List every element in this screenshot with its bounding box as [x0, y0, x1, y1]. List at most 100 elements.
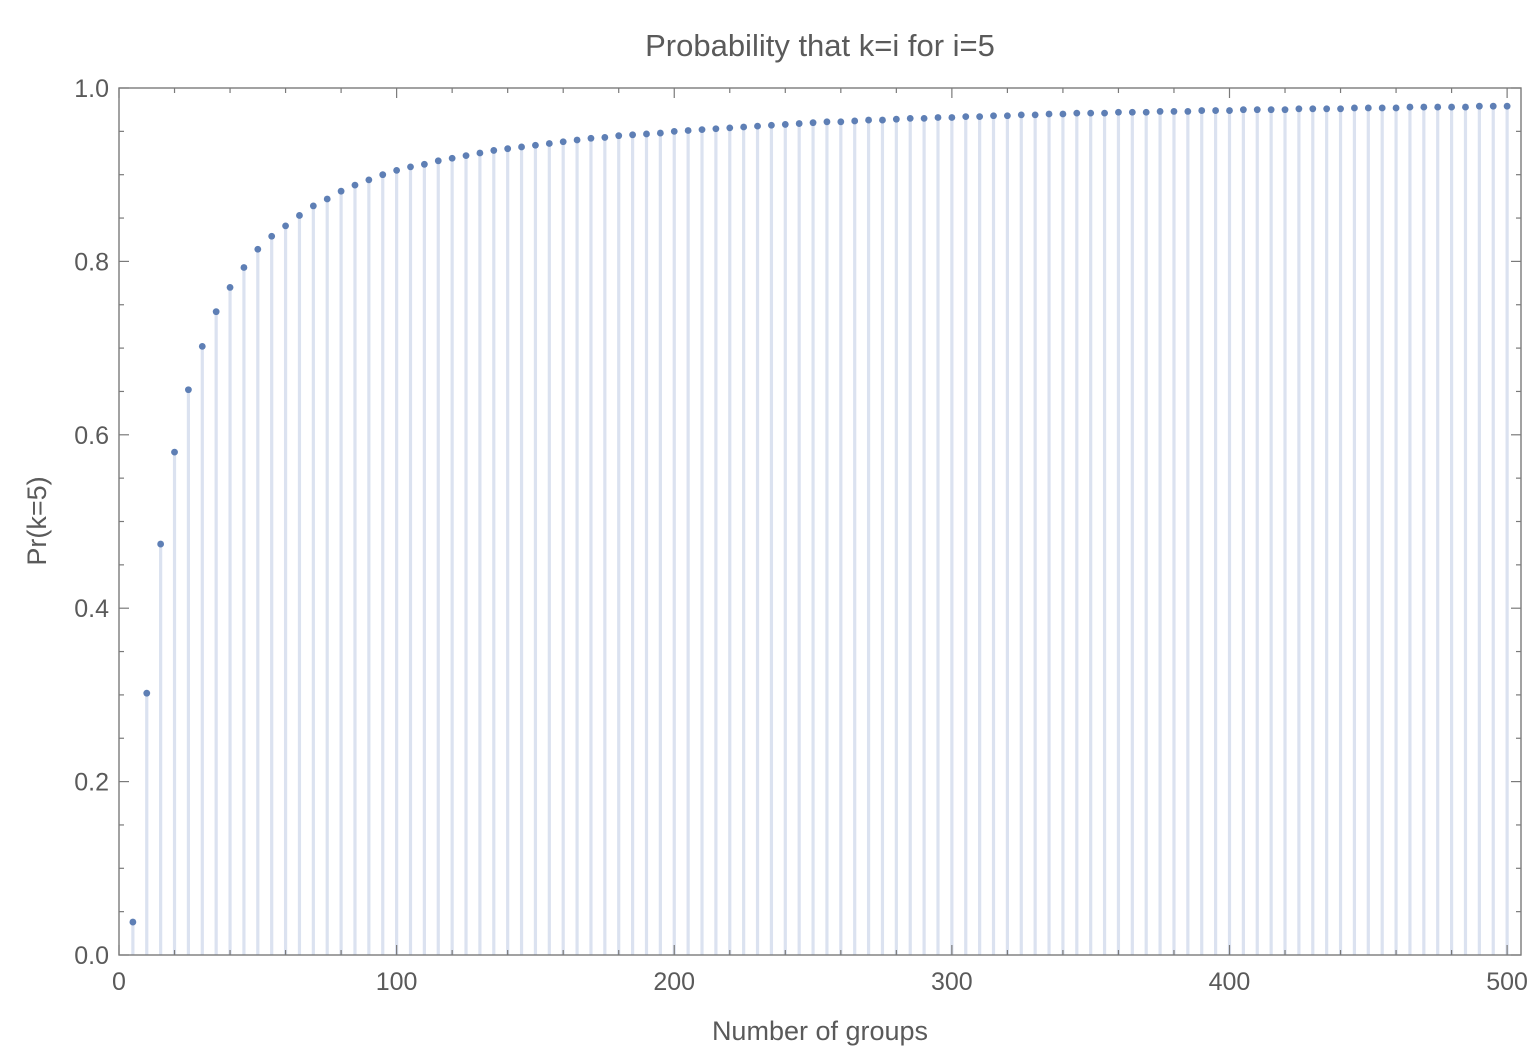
data-point	[268, 232, 276, 240]
data-point	[393, 166, 401, 174]
data-point	[434, 157, 442, 165]
data-point	[754, 122, 761, 130]
data-point	[1323, 105, 1331, 113]
y-tick-label: 0.0	[74, 942, 109, 970]
y-tick-label: 0.4	[74, 595, 109, 623]
data-point	[1073, 109, 1081, 117]
data-point	[1309, 105, 1317, 113]
data-point	[559, 138, 567, 146]
data-point	[1226, 107, 1233, 114]
x-tick-label: 300	[931, 968, 973, 996]
data-point	[1420, 103, 1428, 111]
data-point	[296, 212, 303, 219]
plot-frame	[118, 87, 1522, 956]
data-point	[615, 132, 623, 140]
data-point	[143, 689, 151, 697]
data-point	[365, 176, 373, 184]
data-point	[185, 386, 192, 394]
data-point	[157, 540, 165, 548]
data-point	[1017, 111, 1025, 119]
data-point	[1462, 103, 1469, 111]
data-point	[351, 181, 359, 189]
data-point	[282, 222, 289, 230]
data-point	[726, 124, 734, 132]
y-tick-label: 0.8	[74, 248, 109, 276]
x-tick-label: 200	[653, 968, 695, 996]
data-point	[712, 125, 720, 133]
data-point	[1142, 108, 1150, 116]
data-point	[1364, 104, 1372, 112]
data-point	[795, 120, 803, 127]
data-point	[865, 116, 872, 124]
data-point	[1003, 112, 1011, 120]
data-point	[1198, 107, 1206, 114]
data-point	[309, 202, 317, 210]
data-point	[656, 129, 664, 137]
data-point	[379, 171, 387, 179]
data-point	[1378, 104, 1386, 112]
data-point	[906, 114, 914, 122]
data-point	[948, 114, 956, 121]
data-point	[587, 134, 595, 142]
data-point	[1448, 103, 1455, 111]
data-point	[670, 127, 678, 135]
data-point	[1267, 106, 1275, 114]
data-point	[962, 113, 970, 121]
data-point	[920, 114, 928, 122]
data-point	[171, 448, 178, 456]
data-point	[1045, 110, 1053, 118]
data-point	[643, 130, 650, 138]
data-point	[1253, 106, 1261, 114]
y-tick-label: 1.0	[74, 75, 109, 103]
data-point	[1392, 104, 1400, 112]
data-point	[851, 117, 859, 125]
data-point	[1503, 102, 1511, 110]
data-point	[809, 119, 817, 127]
x-tick-label: 0	[112, 968, 126, 996]
data-point	[1101, 109, 1108, 117]
data-point	[1115, 108, 1122, 116]
x-axis-ticks: 0 100 200 300 400 500	[112, 88, 1528, 996]
data-point	[420, 160, 428, 168]
x-tick-label: 400	[1209, 968, 1251, 996]
data-point	[1489, 102, 1497, 110]
data-point	[212, 308, 220, 316]
x-tick-label: 100	[376, 968, 418, 996]
y-axis-label: Pr(k=5)	[22, 476, 52, 565]
y-tick-label: 0.2	[74, 769, 109, 797]
data-point	[504, 145, 512, 153]
data-point	[823, 118, 831, 126]
data-point	[518, 143, 525, 151]
data-point	[240, 264, 248, 271]
data-point	[198, 342, 206, 350]
data-point	[990, 112, 997, 120]
data-point	[462, 152, 470, 160]
chart-title: Probability that k=i for i=5	[645, 28, 995, 63]
data-point	[532, 141, 539, 149]
data-point	[1406, 103, 1414, 111]
data-point	[601, 134, 609, 141]
data-point	[1156, 108, 1164, 115]
data-point	[323, 195, 331, 203]
data-point	[1170, 108, 1178, 115]
data-point	[1475, 102, 1483, 110]
data-point	[1184, 108, 1192, 115]
data-point	[1281, 106, 1289, 114]
y-axis-ticks: 0.0 0.2 0.4 0.6 0.8 1.0	[74, 75, 1521, 970]
data-point	[1337, 105, 1344, 113]
data-point	[934, 114, 942, 121]
data-point	[1212, 107, 1220, 114]
x-axis-label: Number of groups	[712, 1016, 928, 1046]
data-point	[740, 123, 748, 131]
stem-group	[131, 106, 1509, 955]
data-point	[1295, 105, 1303, 113]
data-point	[781, 121, 789, 128]
data-point	[1239, 106, 1247, 114]
data-point	[448, 154, 456, 162]
data-point	[254, 245, 262, 253]
data-point	[1059, 110, 1067, 118]
data-point	[837, 118, 845, 126]
data-point	[768, 121, 775, 129]
data-point	[545, 140, 553, 147]
